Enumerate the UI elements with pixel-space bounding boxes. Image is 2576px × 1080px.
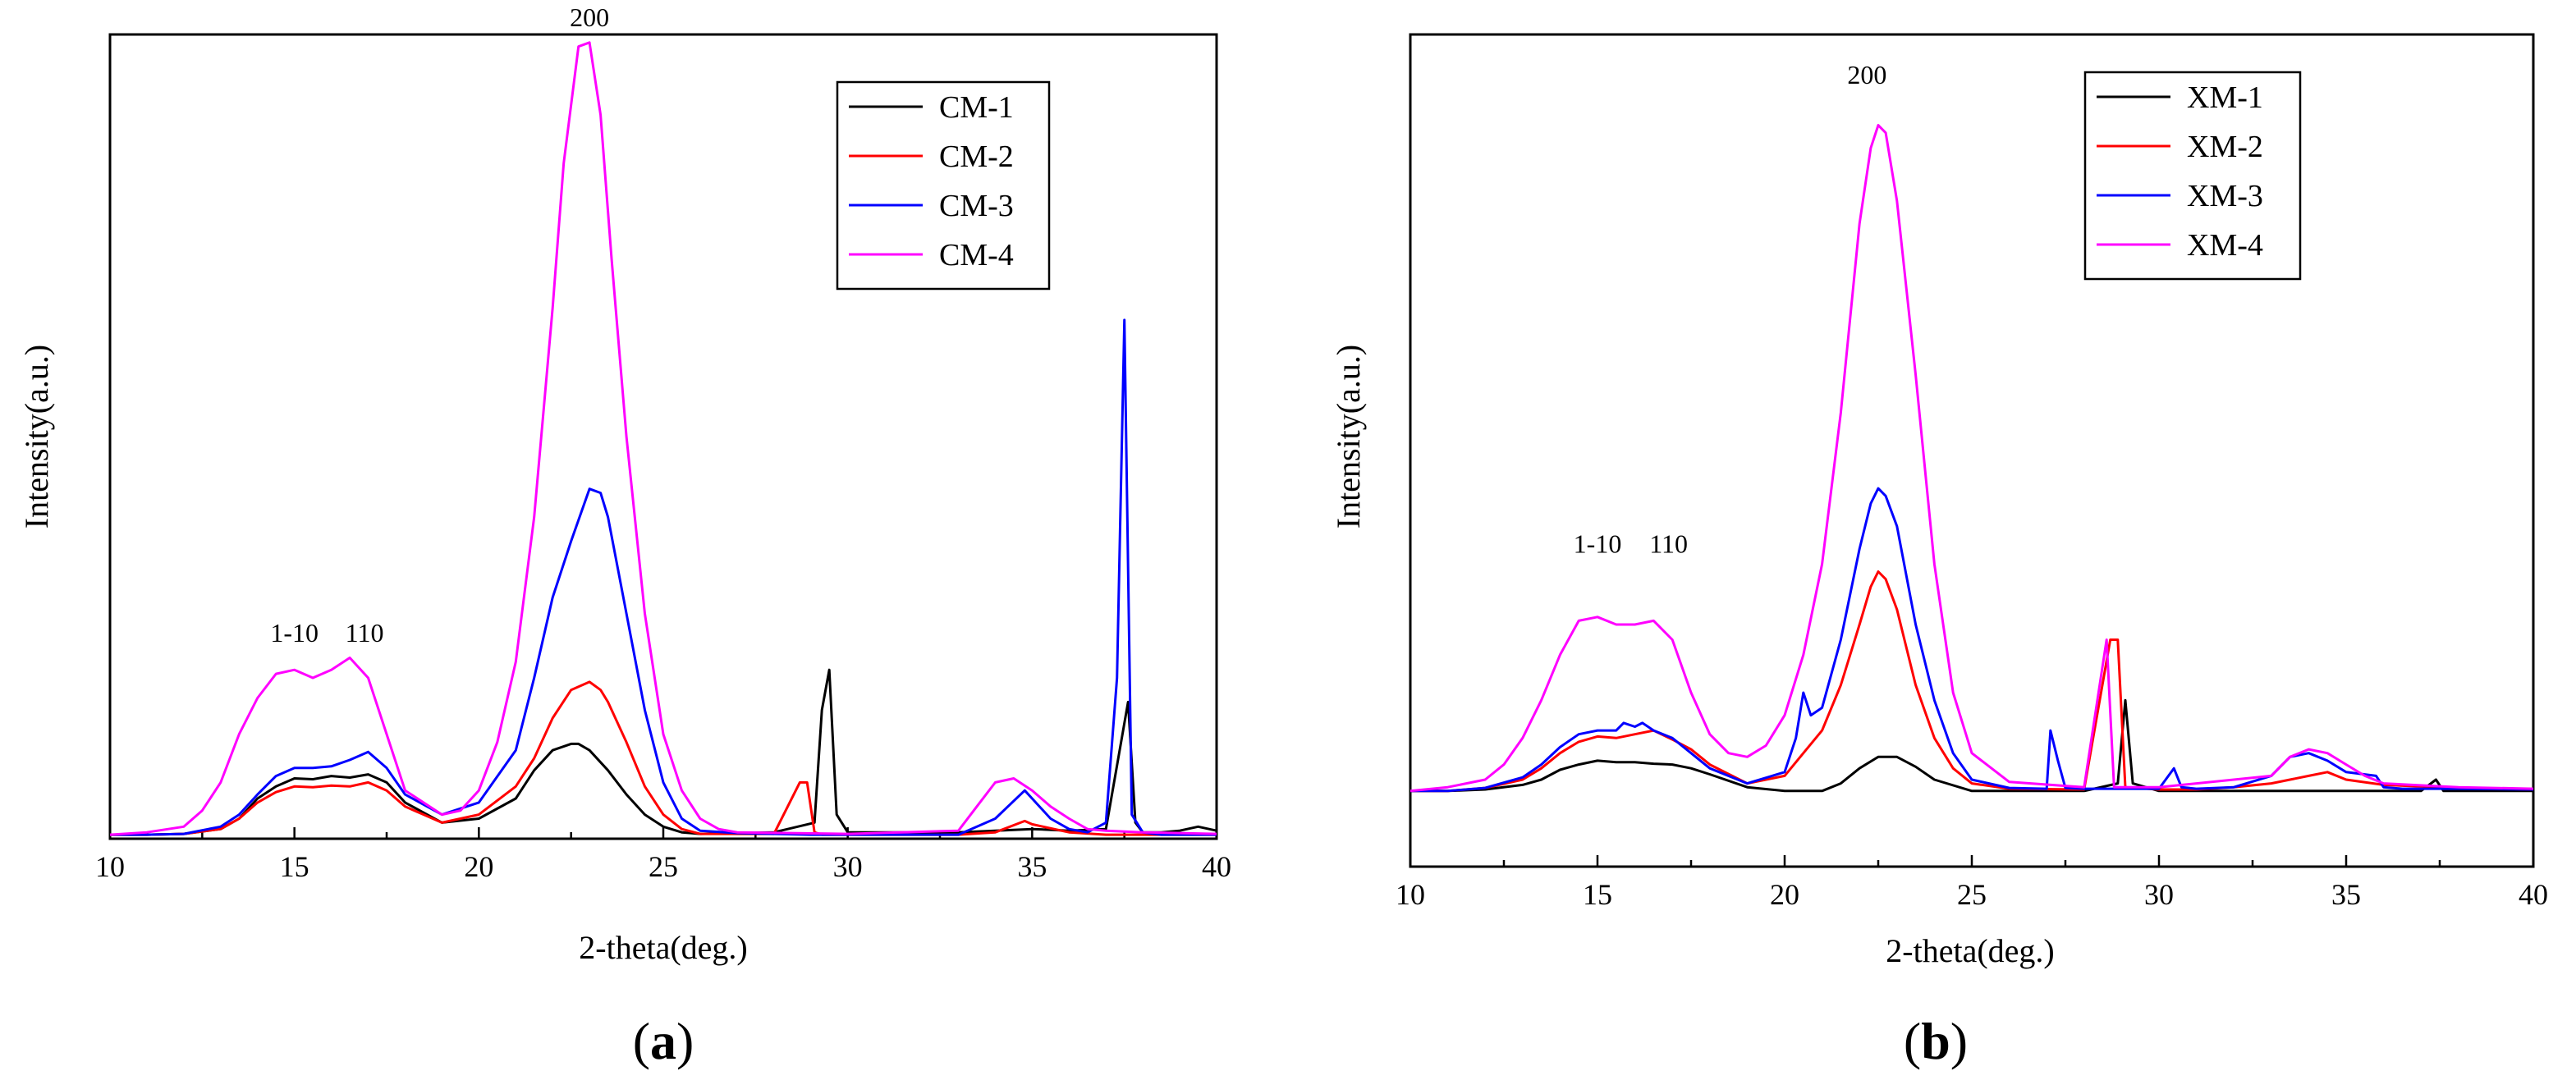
x-tick-label: 15 bbox=[280, 850, 309, 883]
series-line-cm-3 bbox=[110, 318, 1217, 836]
x-axis-title-a: 2-theta(deg.) bbox=[579, 929, 747, 966]
panel-label-b: (b) bbox=[1904, 1012, 1968, 1070]
legend-label-xm-2: XM-2 bbox=[2187, 130, 2263, 164]
plot-frame-a bbox=[108, 33, 1218, 840]
series-group-b bbox=[1409, 124, 2534, 793]
series-group-a bbox=[109, 41, 1217, 836]
legend-label-xm-1: XM-1 bbox=[2187, 80, 2263, 115]
legend-label-xm-3: XM-3 bbox=[2187, 179, 2263, 213]
x-tick-label: 10 bbox=[1396, 878, 1425, 911]
x-axis-b: 10 15 20 25 30 35 40 bbox=[1396, 855, 2548, 911]
x-tick-label: 35 bbox=[2331, 878, 2361, 911]
panel-a: 10 15 20 25 30 35 40 2-theta(deg.) Intensity(a… bbox=[18, 2, 1231, 1070]
y-axis-title-a: Intensity(a.u.) bbox=[18, 345, 55, 529]
x-tick-label: 35 bbox=[1017, 850, 1047, 883]
x-tick-label: 15 bbox=[1583, 878, 1612, 911]
x-tick-label: 20 bbox=[464, 850, 493, 883]
x-tick-label: 40 bbox=[1202, 850, 1231, 883]
legend-a: CM-1 CM-2 CM-3 CM-4 bbox=[836, 80, 1051, 291]
x-axis-title-b: 2-theta(deg.) bbox=[1886, 932, 2054, 969]
legend-label-cm-4: CM-4 bbox=[939, 238, 1014, 272]
x-tick-label: 30 bbox=[2144, 878, 2174, 911]
x-tick-label: 25 bbox=[649, 850, 678, 883]
x-tick-label: 25 bbox=[1957, 878, 1987, 911]
annotations-b: 200 1-10 110 bbox=[1574, 60, 1887, 559]
legend-label-cm-2: CM-2 bbox=[939, 140, 1014, 174]
panel-b: 10 15 20 25 30 35 40 2-theta(deg.) Intensity(a… bbox=[1330, 33, 2548, 1070]
x-axis-a: 10 15 20 25 30 35 40 bbox=[95, 827, 1231, 883]
series-line-cm-1 bbox=[110, 668, 1217, 836]
peak-annotation: 1-10 bbox=[1574, 529, 1622, 558]
series-line-cm-4 bbox=[109, 41, 1217, 836]
series-line-cm-2 bbox=[110, 680, 1217, 836]
peak-annotation: 1-10 bbox=[270, 618, 319, 648]
y-axis-title-b: Intensity(a.u.) bbox=[1330, 345, 1367, 529]
x-tick-label: 40 bbox=[2519, 878, 2548, 911]
panel-label-a: (a) bbox=[633, 1012, 694, 1070]
legend-label-xm-4: XM-4 bbox=[2187, 228, 2263, 263]
legend-b: XM-1 XM-2 XM-3 XM-4 bbox=[2083, 71, 2302, 281]
x-tick-label: 20 bbox=[1770, 878, 1799, 911]
peak-annotation: 110 bbox=[1649, 529, 1688, 558]
x-tick-label: 30 bbox=[833, 850, 863, 883]
peak-annotation: 110 bbox=[346, 618, 384, 648]
series-line-xm-4 bbox=[1409, 124, 2534, 793]
legend-label-cm-3: CM-3 bbox=[939, 189, 1014, 223]
peak-annotation: 200 bbox=[570, 2, 609, 32]
legend-label-cm-1: CM-1 bbox=[939, 90, 1014, 125]
peak-annotation: 200 bbox=[1847, 60, 1886, 89]
series-line-xm-1 bbox=[1410, 698, 2533, 793]
x-tick-label: 10 bbox=[95, 850, 125, 883]
annotations-a: 200 1-10 110 bbox=[270, 2, 609, 648]
series-line-xm-2 bbox=[1410, 570, 2534, 793]
